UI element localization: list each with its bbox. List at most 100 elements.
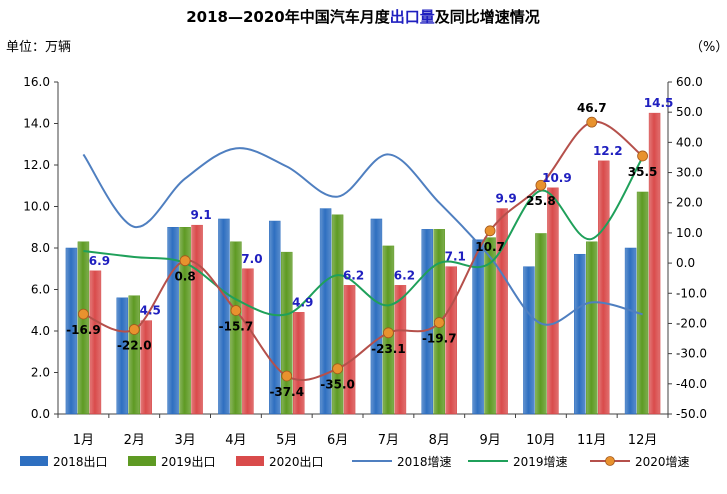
line-data-label: -16.9 [66, 323, 101, 337]
legend-label: 2020增速 [635, 455, 690, 469]
bar-2020出口-4月 [242, 268, 254, 415]
marker-2020增速-11月 [586, 116, 598, 128]
marker-2020增速-1月 [78, 308, 89, 320]
left-tick-label: 10.0 [23, 200, 50, 214]
bar-2018出口-10月 [523, 266, 535, 415]
legend-label: 2019出口 [161, 455, 216, 469]
right-tick-label: 50.0 [676, 105, 703, 119]
axes: 0.0 2.0 4.0 6.0 8.0 10.0 12.0 14.0 16.0 -50.0 -40.… [23, 75, 707, 448]
legend-swatch-2020出口 [236, 456, 264, 466]
x-tick-label: 6月 [327, 433, 348, 448]
line-data-label: -15.7 [219, 319, 254, 333]
x-tick-label: 1月 [73, 433, 94, 448]
right-tick-label: -20.0 [676, 316, 707, 330]
legend-marker [605, 456, 615, 466]
bars [65, 112, 661, 415]
bar-2020出口-9月 [496, 208, 508, 415]
bar-data-label: 14.5 [644, 96, 674, 110]
left-tick-label: 14.0 [23, 117, 50, 131]
legend-label: 2020出口 [269, 455, 324, 469]
bar-data-label: 9.9 [495, 192, 516, 206]
title-highlight: 出口量 [390, 8, 435, 26]
left-tick-label: 12.0 [23, 158, 50, 172]
legend: 2018出口 2019出口 2020出口 2018增速 2019增速 2020增速 [20, 455, 690, 469]
line-data-label: 0.8 [174, 270, 195, 284]
marker-2020增速-12月 [637, 150, 648, 162]
legend-label: 2018出口 [53, 455, 108, 469]
right-tick-label: 0.0 [676, 256, 695, 270]
bar-2019出口-4月 [230, 241, 242, 415]
bar-data-label: 7.0 [241, 252, 262, 266]
x-tick-label: 4月 [225, 433, 246, 448]
line-2020增速 [83, 120, 644, 381]
left-tick-label: 8.0 [31, 241, 50, 255]
legend-swatch-2018出口 [20, 456, 48, 466]
line-data-label: 35.5 [628, 165, 658, 179]
marker-2020增速-7月 [383, 327, 394, 339]
line-data-label: 46.7 [577, 101, 607, 115]
line-data-label: 10.7 [475, 240, 505, 254]
marker-2020增速-3月 [179, 255, 191, 267]
marker-2020增速-2月 [128, 324, 140, 335]
x-tick-label: 7月 [378, 433, 399, 448]
bar-2018出口-5月 [269, 220, 281, 415]
bar-2018出口-12月 [624, 247, 637, 415]
legend-label: 2019增速 [513, 455, 568, 469]
bar-2019出口-9月 [484, 237, 496, 415]
left-tick-label: 0.0 [31, 407, 50, 421]
bar-2019出口-5月 [281, 251, 293, 415]
x-tick-label: 12月 [628, 433, 658, 448]
bar-2020出口-3月 [191, 224, 203, 415]
left-tick-label: 16.0 [23, 75, 50, 89]
title-suffix: 及同比增速情况 [435, 8, 540, 26]
bar-data-label: 6.2 [343, 268, 364, 282]
legend-label: 2018增速 [397, 455, 452, 469]
marker-2020增速-9月 [484, 225, 496, 237]
right-tick-label: 30.0 [676, 166, 703, 180]
x-tick-label: 2月 [124, 433, 145, 448]
bar-data-label: 10.9 [542, 171, 572, 185]
bar-data-label: 12.2 [593, 144, 623, 158]
bar-2018出口-3月 [167, 227, 179, 415]
bar-2020出口-7月 [394, 285, 407, 415]
right-tick-label: -10.0 [676, 286, 707, 300]
bar-2019出口-2月 [128, 295, 140, 415]
right-tick-label: 40.0 [676, 135, 703, 149]
bar-2018出口-6月 [319, 208, 332, 415]
line-data-label: 25.8 [526, 194, 556, 208]
left-tick-label: 4.0 [31, 324, 50, 338]
bar-2019出口-1月 [77, 241, 90, 415]
bar-data-label: 7.1 [445, 250, 466, 264]
marker-2020增速-4月 [230, 305, 242, 316]
bar-2020出口-5月 [293, 312, 305, 415]
left-tick-label: 2.0 [31, 366, 50, 380]
line-data-label: -19.7 [422, 332, 457, 346]
left-tick-label: 6.0 [31, 283, 50, 297]
bar-2018出口-8月 [421, 229, 433, 415]
data-labels: 6.9 4.5 9.1 7.0 4.9 6.2 6.2 7.1 9.9 10.9 12.2 14.5 -… [66, 96, 673, 399]
right-tick-label: -30.0 [676, 347, 707, 361]
bar-2019出口-11月 [586, 241, 598, 415]
line-data-label: -23.1 [371, 342, 406, 356]
marker-2020增速-5月 [281, 370, 293, 382]
right-tick-label: 20.0 [676, 196, 703, 210]
x-tick-label: 8月 [429, 433, 450, 448]
bar-2018出口-2月 [116, 297, 128, 415]
bar-2020出口-6月 [343, 285, 356, 415]
bar-2020出口-1月 [89, 270, 102, 415]
x-tick-label: 5月 [276, 433, 297, 448]
bar-2018出口-1月 [65, 247, 78, 415]
bar-2020出口-8月 [445, 266, 457, 415]
right-tick-label: -40.0 [676, 377, 707, 391]
line-data-label: -22.0 [117, 338, 152, 352]
title-prefix: 2018—2020年中国汽车月度 [186, 8, 390, 26]
bar-2018出口-7月 [370, 218, 383, 415]
line-data-label: -37.4 [269, 385, 304, 399]
marker-2020增速-6月 [332, 363, 343, 375]
lines [78, 116, 648, 382]
right-axis-unit: （%） [690, 40, 727, 55]
legend-swatch-2019出口 [128, 456, 156, 466]
right-tick-label: 60.0 [676, 75, 703, 89]
